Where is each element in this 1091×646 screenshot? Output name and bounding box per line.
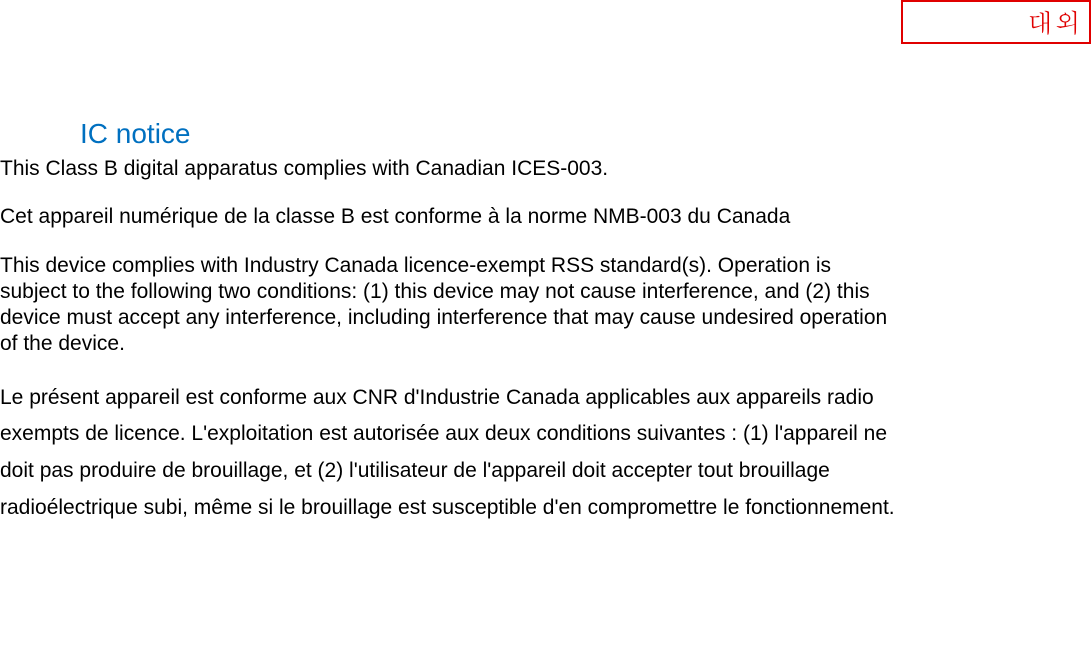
document-content: IC notice This Class B digital apparatus… xyxy=(0,118,900,527)
notice-title: IC notice xyxy=(80,118,900,150)
stamp-box: 대외 xyxy=(901,0,1091,44)
stamp-text: 대외 xyxy=(1027,4,1083,40)
paragraph-2: Cet appareil numérique de la classe B es… xyxy=(0,204,900,230)
paragraph-3: This device complies with Industry Canad… xyxy=(0,253,900,358)
paragraph-1: This Class B digital apparatus complies … xyxy=(0,156,900,182)
paragraph-4: Le présent appareil est conforme aux CNR… xyxy=(0,380,900,527)
